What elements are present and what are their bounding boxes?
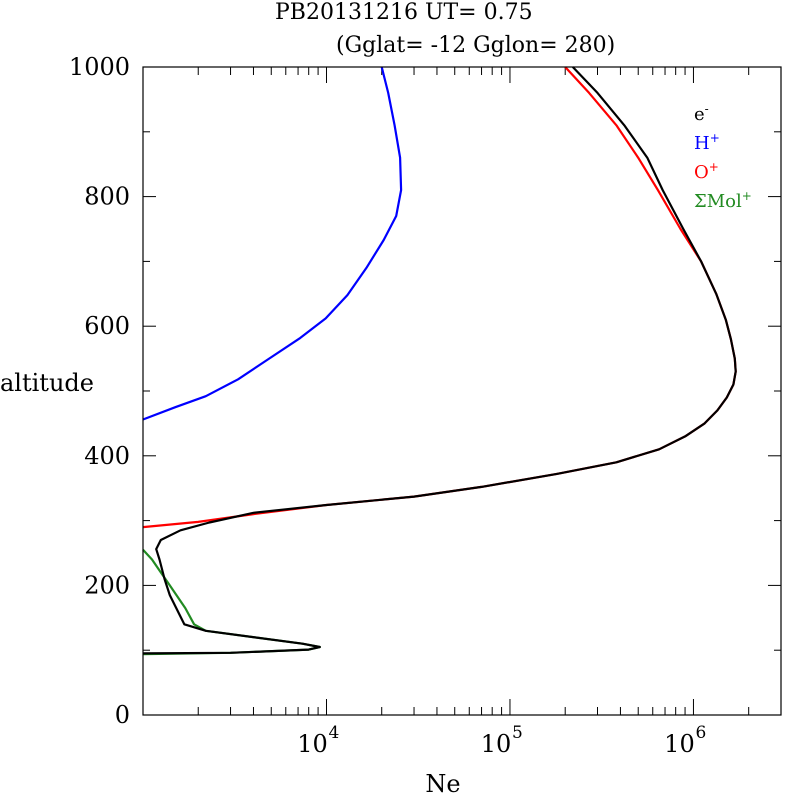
series-line-0: [142, 66, 737, 655]
x-tick-label: 10: [664, 730, 695, 758]
legend: e- H+ O+ ΣMol+: [694, 102, 752, 212]
series-layer: [142, 66, 737, 656]
axis-ticks: [142, 66, 782, 716]
x-tick-exponent: 5: [512, 723, 523, 743]
y-tick-label: 400: [84, 442, 130, 470]
legend-entry: ΣMol+: [694, 189, 752, 212]
legend-entry: e-: [694, 102, 709, 125]
y-axis-label: altitude: [0, 369, 94, 397]
series-line-2: [142, 66, 737, 529]
legend-entry: O+: [694, 160, 719, 183]
legend-entry: H+: [694, 131, 720, 154]
x-axis-label: Ne: [425, 770, 460, 796]
y-tick-label: 800: [84, 183, 130, 211]
y-tick-label: 200: [84, 571, 130, 599]
x-tick-label: 10: [481, 730, 512, 758]
y-tick-label: 0: [115, 701, 130, 729]
chart-title: PB20131216 UT= 0.75: [275, 0, 533, 25]
x-tick-exponent: 6: [695, 723, 706, 743]
x-tick-exponent: 4: [328, 723, 339, 743]
y-tick-label: 600: [84, 312, 130, 340]
x-tick-label: 10: [297, 730, 328, 758]
plot-frame: [142, 66, 782, 716]
series-line-3: [142, 549, 321, 656]
y-tick-label: 1000: [69, 53, 130, 81]
chart-subtitle: (Gglat= -12 Gglon= 280): [336, 33, 615, 58]
series-line-1: [142, 66, 403, 421]
